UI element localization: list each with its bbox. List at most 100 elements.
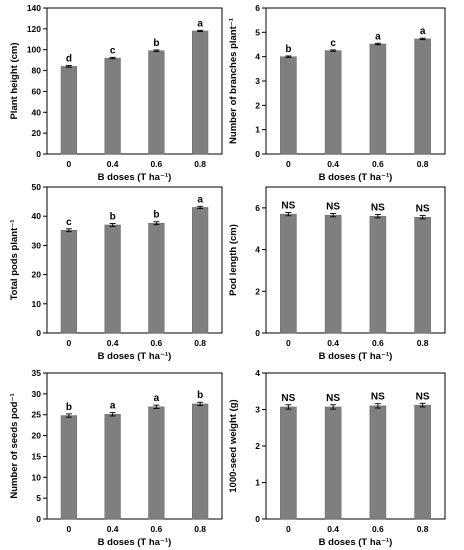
significance-label: b — [153, 210, 159, 221]
y-tick-label: 50 — [32, 182, 42, 192]
bar — [369, 215, 387, 334]
x-tick-label: 0 — [286, 159, 291, 169]
bar — [60, 66, 77, 155]
y-tick-label: 140 — [27, 3, 41, 13]
significance-label: a — [154, 393, 160, 404]
significance-label: a — [197, 18, 203, 29]
x-tick-label: 0.8 — [194, 524, 206, 534]
bar — [414, 38, 431, 155]
significance-label: NS — [281, 200, 295, 211]
y-axis-title: Number of branches plant⁻¹ — [228, 18, 239, 144]
y-axis-title: Number of seeds pod⁻¹ — [9, 393, 20, 498]
bar — [192, 30, 209, 155]
y-tick-label: 3 — [255, 405, 260, 415]
y-tick-label: 35 — [32, 368, 42, 378]
y-tick-label: 20 — [32, 431, 42, 441]
bar — [280, 406, 297, 520]
significance-label: a — [375, 31, 381, 42]
bar — [60, 229, 77, 334]
x-tick-label: 0.6 — [150, 338, 162, 348]
y-axis-title: 1000-seed weight (g) — [228, 399, 239, 492]
x-tick-label: 0.8 — [194, 338, 206, 348]
bar — [148, 222, 165, 334]
y-tick-label: 10 — [32, 472, 42, 482]
x-tick-label: 0 — [67, 338, 72, 348]
significance-label: b — [110, 212, 116, 223]
significance-label: NS — [326, 201, 340, 212]
significance-label: d — [66, 54, 72, 65]
chart-panel-1: 0 20 40 60 80 100 120 140 d 0 c 0.4 b 0.6 a 0.8 B doses … — [9, 3, 223, 183]
x-axis-title: B doses (T ha⁻¹) — [98, 537, 172, 548]
chart-panel-4: 0 2 4 6 NS 0 NS 0.4 NS 0.6 NS 0.8 B doses (T ha⁻¹) Po… — [228, 186, 446, 362]
significance-label: NS — [371, 392, 385, 403]
y-tick-label: 25 — [32, 410, 42, 420]
y-tick-label: 20 — [32, 128, 42, 138]
bar — [104, 224, 121, 334]
significance-label: b — [153, 38, 159, 49]
y-tick-label: 0 — [36, 149, 41, 159]
chart-panel-3: 0 10 20 30 40 50 c 0 b 0.4 b 0.6 a 0.8 B doses (T ha⁻¹… — [9, 182, 223, 362]
bar — [324, 406, 342, 520]
bar — [414, 216, 431, 334]
x-axis-title: B doses (T ha⁻¹) — [319, 172, 393, 183]
bar — [280, 213, 297, 334]
y-tick-label: 40 — [32, 211, 42, 221]
y-tick-label: 100 — [27, 45, 41, 55]
bar — [324, 50, 342, 155]
y-tick-label: 1 — [255, 478, 260, 488]
chart-panel-6: 0 1 2 3 4 NS 0 NS 0.4 NS 0.6 NS 0.8 B doses (T ha⁻¹) 1… — [228, 368, 446, 548]
significance-label: a — [197, 194, 203, 205]
y-tick-label: 30 — [32, 389, 42, 399]
x-tick-label: 0.4 — [327, 338, 339, 348]
x-axis-title: B doses (T ha⁻¹) — [319, 351, 393, 362]
y-tick-label: 15 — [32, 451, 42, 461]
x-tick-label: 0.4 — [107, 338, 119, 348]
x-tick-label: 0.6 — [372, 338, 384, 348]
y-tick-label: 30 — [32, 240, 42, 250]
chart-panel-5: 0 5 10 15 20 25 30 35 b 0 a 0.4 a 0.6 b 0.8 B doses (T h… — [9, 368, 223, 548]
y-axis-title: Plant height (cm) — [9, 42, 20, 119]
plot-frame — [46, 7, 223, 155]
y-tick-label: 3 — [255, 76, 260, 86]
plot-frame — [46, 186, 223, 334]
bar — [369, 43, 387, 155]
y-axis-title: Pod length (cm) — [228, 224, 239, 296]
x-tick-label: 0.6 — [372, 159, 384, 169]
x-tick-label: 0.4 — [107, 159, 119, 169]
bar — [104, 414, 121, 520]
bar — [192, 403, 209, 520]
significance-label: b — [285, 44, 291, 55]
y-tick-label: 5 — [36, 493, 41, 503]
bar — [104, 57, 121, 155]
bar — [369, 405, 387, 520]
x-tick-label: 0.6 — [372, 524, 384, 534]
y-tick-label: 4 — [255, 245, 260, 255]
significance-label: a — [110, 401, 116, 412]
y-tick-label: 0 — [255, 514, 260, 524]
x-tick-label: 0.8 — [417, 338, 429, 348]
significance-label: c — [66, 217, 72, 228]
y-tick-label: 0 — [255, 328, 260, 338]
x-axis-title: B doses (T ha⁻¹) — [319, 537, 393, 548]
significance-label: NS — [326, 393, 340, 404]
x-tick-label: 0 — [286, 338, 291, 348]
y-tick-label: 4 — [255, 52, 260, 62]
significance-label: b — [197, 390, 203, 401]
x-tick-label: 0.4 — [107, 524, 119, 534]
y-tick-label: 2 — [255, 100, 260, 110]
plot-frame — [265, 186, 446, 334]
significance-label: NS — [371, 203, 385, 214]
significance-label: NS — [416, 391, 430, 402]
y-tick-label: 0 — [255, 149, 260, 159]
y-tick-label: 60 — [32, 86, 42, 96]
y-tick-label: 120 — [27, 24, 41, 34]
x-tick-label: 0.8 — [194, 159, 206, 169]
x-tick-label: 0 — [67, 524, 72, 534]
bar — [148, 406, 165, 520]
y-tick-label: 6 — [255, 203, 260, 213]
y-tick-label: 4 — [255, 368, 260, 378]
x-tick-label: 0.8 — [417, 159, 429, 169]
y-tick-label: 6 — [255, 3, 260, 13]
plot-frame — [46, 372, 223, 520]
